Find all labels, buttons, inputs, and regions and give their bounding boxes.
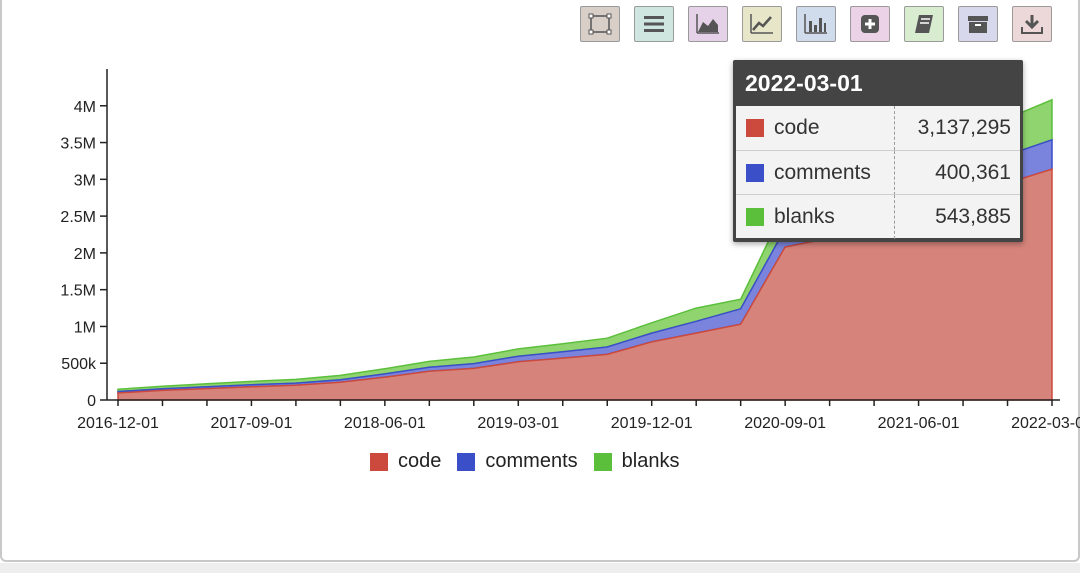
y-tick-label: 0 (87, 393, 96, 410)
y-tick-label: 3.5M (60, 136, 96, 153)
plus-square-icon (861, 15, 879, 33)
legend-label-code: code (398, 450, 442, 472)
zoom-select-button[interactable] (580, 6, 620, 42)
menu-lines-icon (644, 16, 664, 32)
x-tick-label: 2018-06-01 (344, 415, 426, 432)
chart-legend: code comments blanks (370, 450, 695, 473)
legend-item-code[interactable]: code (370, 450, 441, 473)
zoom-select-icon (588, 13, 612, 35)
bar-chart-icon (804, 14, 827, 34)
chart-tooltip: 2022-03-01 code 3,137,295 comments 400,3… (733, 60, 1023, 242)
legend-item-comments[interactable]: comments (457, 450, 578, 473)
legend-swatch-code (370, 452, 388, 471)
y-tick-label: 1M (74, 319, 96, 336)
book-icon (915, 15, 933, 33)
line-trend-icon (750, 14, 773, 34)
x-tick-label: 2022-03-01 (1011, 415, 1080, 432)
y-tick-label: 500k (61, 356, 97, 373)
legend-label-blanks: blanks (621, 450, 680, 472)
tooltip-row-code: code 3,137,295 (736, 106, 1020, 150)
legend-item-blanks[interactable]: blanks (593, 450, 680, 473)
tooltip-row-comments: comments 400,361 (736, 150, 1020, 195)
area-chart-button[interactable] (688, 6, 728, 42)
archive-box-icon (968, 16, 988, 33)
tooltip-value-comments: 400,361 (894, 151, 1011, 195)
add-button[interactable] (850, 6, 890, 42)
chart-axes: 0 500k 1M 1.5M 2M 2.5M 3M 3.5M 4M 2016-12-01 2017-… (60, 69, 1080, 432)
tooltip-name-blanks: blanks (774, 205, 835, 228)
archive-button[interactable] (958, 6, 998, 42)
line-chart-button[interactable] (742, 6, 782, 42)
y-tick-label: 4M (74, 99, 96, 116)
tooltip-name-code: code (774, 116, 820, 139)
tooltip-swatch-comments (746, 164, 764, 182)
notebook-button[interactable] (904, 6, 944, 42)
bottom-scrollbar-track (0, 563, 1080, 573)
tooltip-value-code: 3,137,295 (894, 106, 1011, 150)
legend-swatch-comments (457, 452, 476, 471)
legend-label-comments: comments (485, 450, 578, 472)
y-tick-label: 1.5M (60, 283, 96, 300)
bar-chart-button[interactable] (796, 6, 836, 42)
tooltip-title: 2022-03-01 (745, 70, 863, 96)
legend-swatch-blanks (593, 452, 612, 471)
y-tick-label: 2M (74, 246, 96, 263)
x-tick-label: 2019-03-01 (477, 415, 559, 432)
tooltip-row-blanks: blanks 543,885 (736, 194, 1020, 239)
x-tick-label: 2020-09-01 (744, 415, 826, 432)
tooltip-table: code 3,137,295 comments 400,361 blanks 5… (736, 106, 1020, 239)
stacked-area-chart: 0 500k 1M 1.5M 2M 2.5M 3M 3.5M 4M 2016-12-01 2017-… (60, 69, 1080, 432)
area-chart-icon (696, 14, 719, 34)
tooltip-swatch-blanks (746, 208, 764, 226)
tooltip-value-blanks: 543,885 (894, 195, 1011, 239)
tooltip-name-comments: comments (774, 161, 871, 184)
menu-button[interactable] (634, 6, 674, 42)
download-button[interactable] (1012, 6, 1052, 42)
tooltip-swatch-code (746, 119, 764, 137)
download-icon (1021, 15, 1043, 34)
y-tick-label: 2.5M (60, 209, 96, 226)
x-tick-label: 2019-12-01 (611, 415, 693, 432)
x-tick-label: 2016-12-01 (77, 415, 159, 432)
y-tick-label: 3M (74, 172, 96, 189)
x-tick-label: 2021-06-01 (878, 415, 960, 432)
x-tick-label: 2017-09-01 (211, 415, 293, 432)
